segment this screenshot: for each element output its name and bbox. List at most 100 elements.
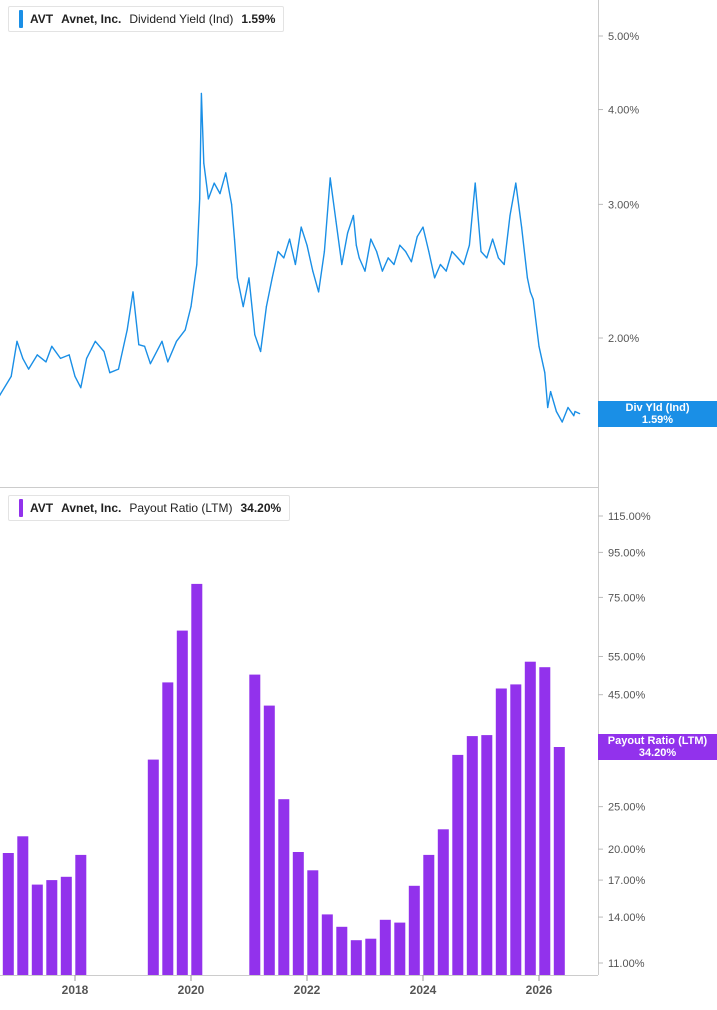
dividend-yield-point — [486, 257, 487, 258]
dividend-yield-point — [370, 239, 371, 240]
payout-ratio-bar — [481, 735, 492, 975]
bottom-legend-value: 34.20% — [241, 501, 282, 515]
payout-ratio-bar — [264, 706, 275, 975]
dividend-yield-point — [201, 93, 202, 94]
payout-ratio-bar — [278, 799, 289, 975]
payout-ratio-bar — [191, 584, 202, 975]
bottom-y-tick-label: 95.00% — [608, 547, 646, 559]
dividend-yield-point — [190, 306, 191, 307]
dividend-yield-point — [515, 183, 516, 184]
payout-ratio-bar — [46, 880, 57, 975]
payout-ratio-bar — [380, 920, 391, 975]
top-legend-swatch — [19, 10, 23, 28]
dividend-yield-point — [574, 411, 575, 412]
dividend-yield-point — [422, 227, 423, 228]
dividend-yield-point — [417, 236, 418, 237]
dividend-yield-point — [225, 172, 226, 173]
payout-ratio-bar — [148, 760, 159, 975]
dividend-yield-point — [45, 361, 46, 362]
dividend-yield-point — [109, 372, 110, 373]
top-flag-value: 1.59% — [598, 414, 717, 426]
dividend-yield-point — [306, 245, 307, 246]
dividend-yield-point — [86, 358, 87, 359]
dividend-yield-point — [243, 306, 244, 307]
top-legend-company: Avnet, Inc. — [61, 12, 121, 26]
bottom-value-flag: Payout Ratio (LTM) 34.20% — [598, 734, 717, 760]
payout-ratio-bar — [394, 923, 405, 975]
dividend-yield-point — [457, 257, 458, 258]
dividend-yield-point — [356, 245, 357, 246]
dividend-yield-point — [301, 227, 302, 228]
dividend-yield-point — [127, 329, 128, 330]
dividend-yield-point — [475, 183, 476, 184]
bottom-legend-swatch — [19, 499, 23, 517]
dividend-yield-point — [533, 299, 534, 300]
top-y-tick-label: 4.00% — [608, 105, 639, 117]
dividend-yield-point — [359, 257, 360, 258]
dividend-yield-point — [203, 163, 204, 164]
dividend-yield-point — [341, 264, 342, 265]
dividend-yield-point — [254, 334, 255, 335]
payout-ratio-bar — [554, 747, 565, 975]
dividend-yield-point — [556, 411, 557, 412]
top-legend[interactable]: AVT Avnet, Inc. Dividend Yield (Ind) 1.5… — [8, 6, 284, 32]
x-tick-label: 2018 — [62, 983, 89, 997]
dividend-yield-point — [208, 198, 209, 199]
payout-ratio-bar — [510, 684, 521, 975]
dividend-yield-point — [16, 341, 17, 342]
top-y-tick-label: 5.00% — [608, 31, 639, 43]
dividend-yield-point — [544, 372, 545, 373]
dividend-yield-point — [248, 277, 249, 278]
dividend-yield-point — [376, 251, 377, 252]
dividend-yield-point — [22, 358, 23, 359]
payout-ratio-bar — [539, 667, 550, 975]
dividend-yield-point — [161, 341, 162, 342]
payout-ratio-bar — [409, 886, 420, 975]
dividend-yield-point — [434, 277, 435, 278]
dividend-yield-point — [405, 251, 406, 252]
dividend-yield-point — [138, 344, 139, 345]
dividend-yield-point — [573, 415, 574, 416]
dividend-yield-point — [176, 341, 177, 342]
bottom-legend-ticker: AVT — [30, 501, 53, 515]
bottom-y-tick-label: 20.00% — [608, 844, 646, 856]
payout-ratio-bar — [496, 689, 507, 976]
dividend-yield-point — [266, 306, 267, 307]
dividend-yield-point — [237, 277, 238, 278]
top-y-axis: 5.00%4.00%3.00%2.00% — [598, 31, 639, 345]
dividend-yield-point — [74, 376, 75, 377]
dividend-yield-point — [521, 227, 522, 228]
dividend-yield-point — [504, 264, 505, 265]
dividend-yield-point — [277, 251, 278, 252]
bottom-y-tick-label: 14.00% — [608, 912, 646, 924]
payout-ratio-bar — [293, 852, 304, 975]
payout-ratio-series — [3, 584, 565, 975]
payout-ratio-bar — [17, 836, 28, 975]
dividend-yield-point — [37, 354, 38, 355]
top-legend-value: 1.59% — [241, 12, 275, 26]
dividend-yield-point — [260, 351, 261, 352]
bottom-y-tick-label: 25.00% — [608, 802, 646, 814]
bottom-y-tick-label: 115.00% — [608, 511, 651, 523]
dividend-yield-point — [335, 221, 336, 222]
dividend-yield-point — [446, 271, 447, 272]
dividend-yield-point — [185, 329, 186, 330]
bottom-legend[interactable]: AVT Avnet, Inc. Payout Ratio (LTM) 34.20… — [8, 495, 290, 521]
dividend-yield-point — [399, 245, 400, 246]
dividend-yield-point — [289, 239, 290, 240]
payout-ratio-bar — [32, 885, 43, 975]
dividend-yield-point — [347, 232, 348, 233]
dividend-yield-point — [132, 291, 133, 292]
dividend-yield-point — [567, 407, 568, 408]
dividend-yield-point — [150, 363, 151, 364]
payout-ratio-bar — [438, 829, 449, 975]
payout-ratio-bar — [61, 877, 72, 975]
dividend-yield-point — [388, 257, 389, 258]
dividend-yield-point — [167, 361, 168, 362]
dividend-yield-point — [214, 183, 215, 184]
dividend-yield-point — [364, 271, 365, 272]
payout-ratio-bar — [3, 853, 14, 975]
payout-ratio-bar — [336, 927, 347, 975]
top-legend-ticker: AVT — [30, 12, 53, 26]
